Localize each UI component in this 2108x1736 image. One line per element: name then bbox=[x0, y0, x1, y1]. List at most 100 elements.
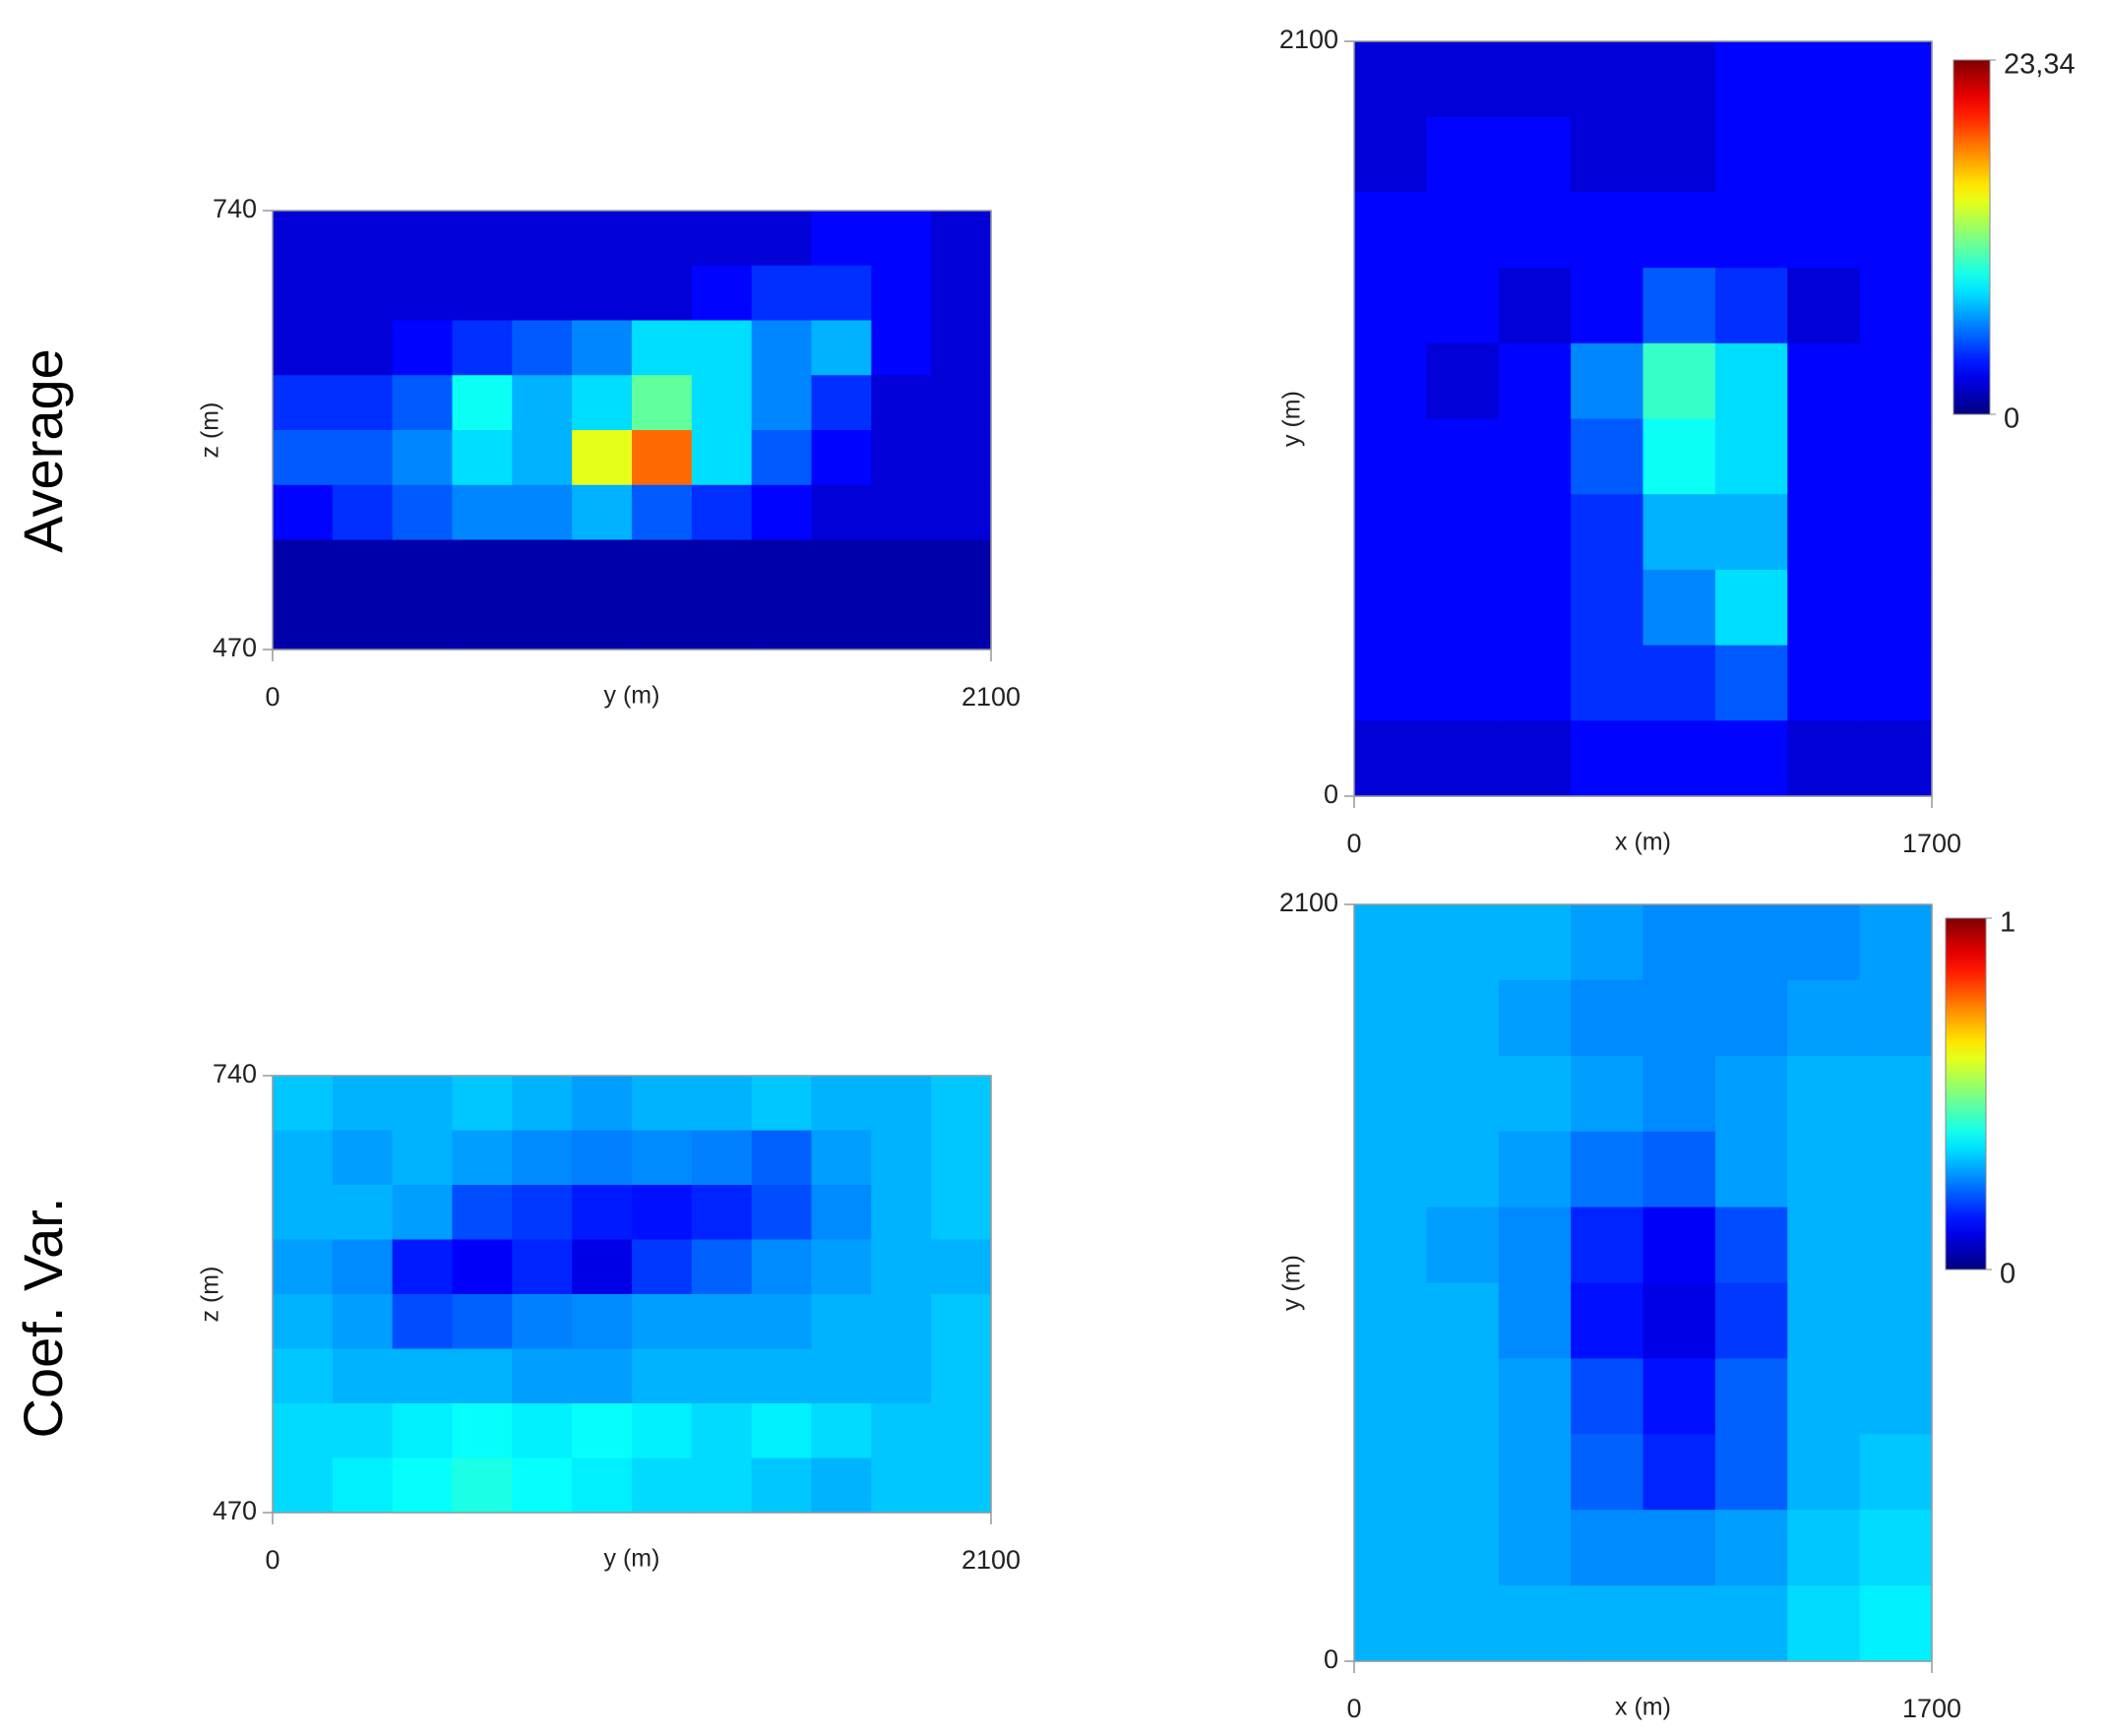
heatmap-cell bbox=[452, 1130, 513, 1186]
heatmap-cell bbox=[1859, 979, 1933, 1057]
row-label: Average bbox=[12, 348, 74, 553]
heatmap-cell bbox=[572, 1294, 633, 1350]
heatmap-cell bbox=[871, 1294, 932, 1350]
heatmap-cell bbox=[632, 1403, 693, 1459]
heatmap-cell bbox=[1426, 720, 1500, 797]
heatmap-cell bbox=[931, 1403, 992, 1459]
heatmap-cell bbox=[871, 1403, 932, 1459]
heatmap-cell bbox=[632, 484, 693, 541]
heatmap-cell bbox=[1426, 342, 1500, 420]
heatmap-cell bbox=[811, 211, 872, 267]
heatmap-cell bbox=[392, 1185, 454, 1241]
heatmap-cell bbox=[273, 1294, 334, 1350]
heatmap-cell bbox=[1426, 645, 1500, 721]
heatmap-cell bbox=[1714, 192, 1788, 269]
heatmap-cell bbox=[572, 320, 633, 376]
heatmap-cell bbox=[1787, 1055, 1861, 1133]
heatmap-cell bbox=[1643, 1510, 1716, 1586]
heatmap-cell bbox=[1426, 569, 1500, 647]
heatmap-cell bbox=[691, 1348, 753, 1404]
heatmap-cell bbox=[1498, 41, 1572, 118]
colorbar-tick-label: 1 bbox=[2000, 907, 2015, 939]
heatmap-cell bbox=[931, 1130, 992, 1186]
heatmap-cell bbox=[1498, 116, 1572, 193]
heatmap-cell bbox=[1714, 116, 1788, 193]
heatmap-cell bbox=[1859, 418, 1933, 495]
heatmap-cell bbox=[452, 265, 513, 322]
heatmap-cell bbox=[1426, 41, 1500, 118]
heatmap-cell bbox=[751, 1403, 813, 1459]
heatmap-cell bbox=[1571, 1131, 1644, 1209]
heatmap-cell bbox=[811, 1403, 872, 1459]
y-tick-label: 2100 bbox=[1279, 888, 1338, 917]
heatmap-cell bbox=[871, 594, 932, 651]
heatmap-cell bbox=[1787, 192, 1861, 269]
heatmap-cell bbox=[1571, 1510, 1644, 1586]
heatmap-cell bbox=[1714, 720, 1788, 797]
heatmap-cell bbox=[1643, 1055, 1716, 1133]
heatmap-cell bbox=[751, 320, 813, 376]
heatmap-cell bbox=[332, 539, 394, 595]
heatmap-cell bbox=[691, 375, 753, 431]
heatmap-cell bbox=[1859, 494, 1933, 571]
heatmap-cell bbox=[1859, 1131, 1933, 1209]
plot-frame bbox=[1353, 40, 1933, 797]
heatmap-cell bbox=[1643, 342, 1716, 420]
heatmap-cell bbox=[632, 375, 693, 431]
heatmap-cell bbox=[1643, 494, 1716, 571]
heatmap-cell bbox=[931, 1294, 992, 1350]
x-tick-label: 0 bbox=[265, 1545, 279, 1575]
heatmap-cell bbox=[1498, 1207, 1572, 1284]
heatmap-cell bbox=[452, 1294, 513, 1350]
heatmap-cell bbox=[273, 594, 334, 651]
x-axis-label: y (m) bbox=[604, 682, 660, 710]
heatmap-cell bbox=[1787, 1358, 1861, 1435]
heatmap-cell bbox=[632, 1239, 693, 1295]
heatmap-cell bbox=[273, 211, 334, 267]
heatmap-cell bbox=[751, 1130, 813, 1186]
heatmap-cell bbox=[751, 430, 813, 486]
heatmap-cell bbox=[273, 1457, 334, 1514]
heatmap-cell bbox=[1426, 979, 1500, 1057]
y-tick-label: 0 bbox=[1324, 779, 1338, 809]
plot-frame bbox=[272, 210, 992, 651]
heatmap-cell bbox=[751, 1294, 813, 1350]
heatmap-cell bbox=[871, 265, 932, 322]
heatmap-cell bbox=[1714, 569, 1788, 647]
heatmap-cell bbox=[1714, 1055, 1788, 1133]
heatmap-cell bbox=[512, 1130, 573, 1186]
heatmap-cell bbox=[1426, 1358, 1500, 1435]
heatmap-cell bbox=[811, 1130, 872, 1186]
heatmap-cell bbox=[1859, 41, 1933, 118]
heatmap-cell bbox=[1714, 1131, 1788, 1209]
heatmap-cell bbox=[512, 1348, 573, 1404]
heatmap-cell bbox=[273, 1130, 334, 1186]
heatmap-cell bbox=[751, 265, 813, 322]
heatmap-cell bbox=[1859, 1434, 1933, 1511]
heatmap-cell bbox=[332, 1130, 394, 1186]
heatmap-cell bbox=[392, 1130, 454, 1186]
y-tick-label: 740 bbox=[213, 1059, 257, 1088]
heatmap-cell bbox=[452, 539, 513, 595]
heatmap-cell bbox=[1859, 1358, 1933, 1435]
heatmap-cell bbox=[1859, 645, 1933, 721]
heatmap-cell bbox=[1498, 418, 1572, 495]
heatmap-cell bbox=[1426, 904, 1500, 981]
heatmap-cell bbox=[392, 265, 454, 322]
heatmap-cell bbox=[572, 1239, 633, 1295]
heatmap-cell bbox=[273, 265, 334, 322]
heatmap-cell bbox=[1714, 1434, 1788, 1511]
heatmap-cell bbox=[1787, 645, 1861, 721]
y-tick-label: 740 bbox=[213, 194, 257, 223]
heatmap-cell bbox=[1571, 1282, 1644, 1359]
heatmap-cell bbox=[332, 1457, 394, 1514]
heatmap-cell bbox=[632, 1076, 693, 1132]
heatmap-cell bbox=[1859, 1055, 1933, 1133]
x-tick-label: 0 bbox=[1346, 829, 1361, 858]
heatmap-cell bbox=[1859, 116, 1933, 193]
heatmap-cell bbox=[751, 484, 813, 541]
heatmap-cell bbox=[1571, 268, 1644, 344]
heatmap-cell bbox=[512, 1457, 573, 1514]
heatmap-cell bbox=[1354, 268, 1427, 344]
x-axis-label: x (m) bbox=[1615, 1694, 1671, 1721]
